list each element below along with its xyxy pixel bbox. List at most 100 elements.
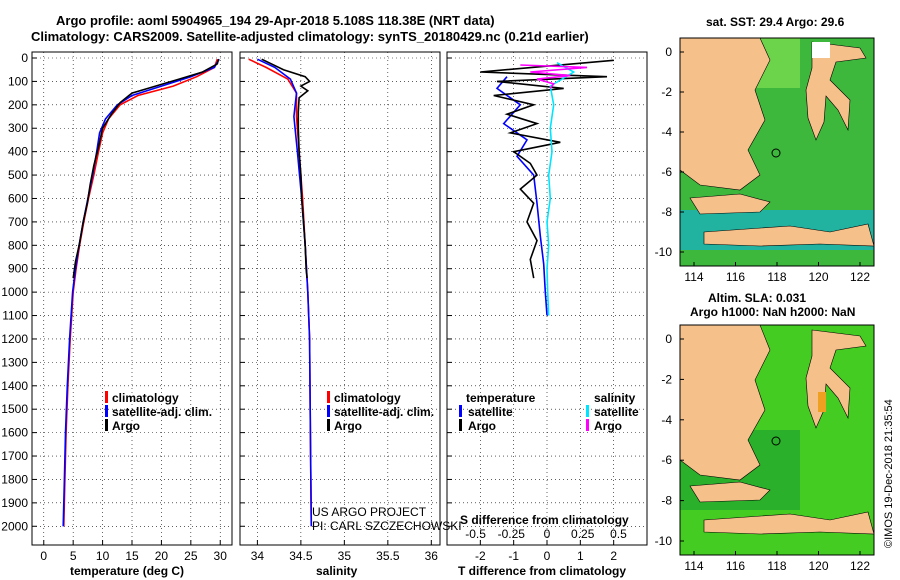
x-tick-label: 20 — [155, 549, 169, 563]
x-tick-label: -2 — [475, 549, 486, 563]
sst-map-title: sat. SST: 29.4 Argo: 29.6 — [706, 15, 845, 29]
temperature-panel-frame — [31, 51, 233, 546]
series-line — [257, 58, 313, 527]
salinity-legend: climatology satellite-adj. clim. Argo — [327, 391, 434, 433]
depth-tick-label: 1900 — [1, 496, 28, 510]
map-y-tick-label: -4 — [661, 125, 672, 139]
series-line — [261, 58, 311, 279]
legend-label: satellite-adj. clim. — [334, 405, 434, 419]
legend-label: climatology — [112, 391, 179, 405]
sst-borneo-land — [679, 37, 771, 191]
s-diff-tick-label: -0.25 — [498, 527, 526, 541]
legend-label: satellite — [468, 405, 513, 419]
sla-map-title-2: Argo h1000: NaN h2000: NaN — [690, 305, 855, 319]
x-tick-label: 0 — [544, 549, 551, 563]
difference-panel-frame — [446, 51, 648, 546]
t-difference-xlabel: T difference from climatology — [458, 564, 626, 578]
temperature-xlabel: temperature (deg C) — [70, 564, 184, 578]
depth-tick-label: 800 — [8, 238, 28, 252]
x-tick-label: 36 — [425, 549, 439, 563]
sla-x-ticks: 114 116 118 120 122 — [684, 551, 870, 573]
legend-heading-temperature: temperature — [466, 391, 536, 405]
sla-high-patch — [818, 392, 826, 412]
depth-tick-label: 1800 — [1, 472, 28, 486]
imos-footer: ©IMOS 19-Dec-2018 21:35:54 — [883, 399, 895, 548]
map-x-tick-label: 122 — [850, 270, 870, 284]
x-tick-label: 10 — [96, 549, 110, 563]
map-y-tick-label: -8 — [661, 205, 672, 219]
legend-swatch-t-satellite — [459, 405, 462, 417]
depth-tick-label: 500 — [8, 168, 28, 182]
sla-map — [679, 324, 875, 556]
difference-legend: temperature satellite Argo salinity sate… — [459, 391, 639, 433]
s-difference-x-ticks: -0.5 -0.25 0 0.25 0.5 — [465, 527, 627, 541]
x-tick-label: 25 — [184, 549, 198, 563]
sst-cloud-patch — [812, 42, 830, 58]
map-x-tick-label: 114 — [684, 559, 703, 573]
x-tick-label: 30 — [214, 549, 228, 563]
salinity-x-ticks: 34 34.5 35 35.5 36 — [251, 540, 439, 563]
x-tick-label: -1 — [508, 549, 519, 563]
t-difference-x-ticks: -2 -1 0 1 2 — [475, 540, 617, 563]
map-y-tick-label: -8 — [661, 494, 672, 508]
depth-tick-label: 600 — [8, 191, 28, 205]
legend-swatch-t-argo — [459, 419, 462, 431]
x-tick-label: 15 — [125, 549, 139, 563]
sla-y-ticks: 0 -2 -4 -6 -8 -10 — [655, 332, 684, 548]
salinity-panel-frame — [239, 51, 441, 546]
depth-tick-label: 1500 — [1, 402, 28, 416]
x-tick-label: 0 — [40, 549, 47, 563]
map-y-tick-label: -6 — [661, 453, 672, 467]
map-y-tick-label: -2 — [661, 85, 672, 99]
legend-label: satellite — [594, 405, 639, 419]
sst-sulawesi-land — [805, 41, 867, 141]
x-tick-label: 34 — [251, 549, 265, 563]
s-diff-tick-label: -0.5 — [465, 527, 486, 541]
map-y-tick-label: -6 — [661, 165, 672, 179]
title-line-1: Argo profile: aoml 5904965_194 29-Apr-20… — [56, 13, 495, 28]
depth-tick-label: 300 — [8, 121, 28, 135]
legend-swatch-argo — [105, 419, 108, 431]
credit-line-2: PI: CARL SZCZECHOWSKI — [312, 519, 462, 533]
salinity-xlabel: salinity — [316, 564, 358, 578]
x-tick-label: 1 — [577, 549, 584, 563]
x-tick-label: 5 — [70, 549, 77, 563]
depth-tick-label: 0 — [21, 51, 28, 65]
legend-swatch-climatology — [327, 391, 330, 403]
map-y-tick-label: 0 — [665, 45, 672, 59]
depth-tick-label: 1300 — [1, 355, 28, 369]
sst-x-ticks: 114 116 118 120 122 — [684, 262, 870, 284]
series-line — [495, 76, 548, 316]
series-line — [520, 64, 588, 89]
legend-swatch-s-argo — [586, 419, 589, 431]
depth-tick-label: 1200 — [1, 332, 28, 346]
sst-y-ticks: 0 -2 -4 -6 -8 -10 — [655, 45, 684, 259]
depth-tick-label: 2000 — [1, 519, 28, 533]
map-x-tick-label: 114 — [684, 270, 703, 284]
legend-swatch-satellite — [105, 405, 108, 417]
map-x-tick-label: 120 — [808, 270, 828, 284]
map-y-tick-label: -10 — [655, 245, 673, 259]
x-tick-label: 34.5 — [289, 549, 313, 563]
sla-map-title-1: Altim. SLA: 0.031 — [708, 291, 806, 305]
map-x-tick-label: 116 — [726, 559, 745, 573]
map-x-tick-label: 118 — [767, 270, 786, 284]
map-x-tick-label: 120 — [808, 559, 828, 573]
legend-heading-salinity: salinity — [594, 391, 636, 405]
temperature-legend: climatology satellite-adj. clim. Argo — [105, 391, 212, 433]
series-line — [546, 62, 576, 316]
map-x-tick-label: 118 — [767, 559, 786, 573]
series-line — [72, 59, 220, 279]
x-tick-label: 35.5 — [376, 549, 400, 563]
title-line-2: Climatology: CARS2009. Satellite-adjuste… — [31, 29, 589, 44]
legend-label: satellite-adj. clim. — [112, 405, 212, 419]
legend-label: Argo — [594, 419, 622, 433]
sla-argo-marker — [771, 436, 781, 446]
legend-swatch-argo — [327, 419, 330, 431]
legend-label: Argo — [334, 419, 362, 433]
depth-tick-label: 1700 — [1, 449, 28, 463]
series-line — [480, 59, 614, 279]
depth-tick-label: 200 — [8, 98, 28, 112]
map-x-tick-label: 116 — [726, 270, 745, 284]
sst-island — [689, 193, 771, 215]
